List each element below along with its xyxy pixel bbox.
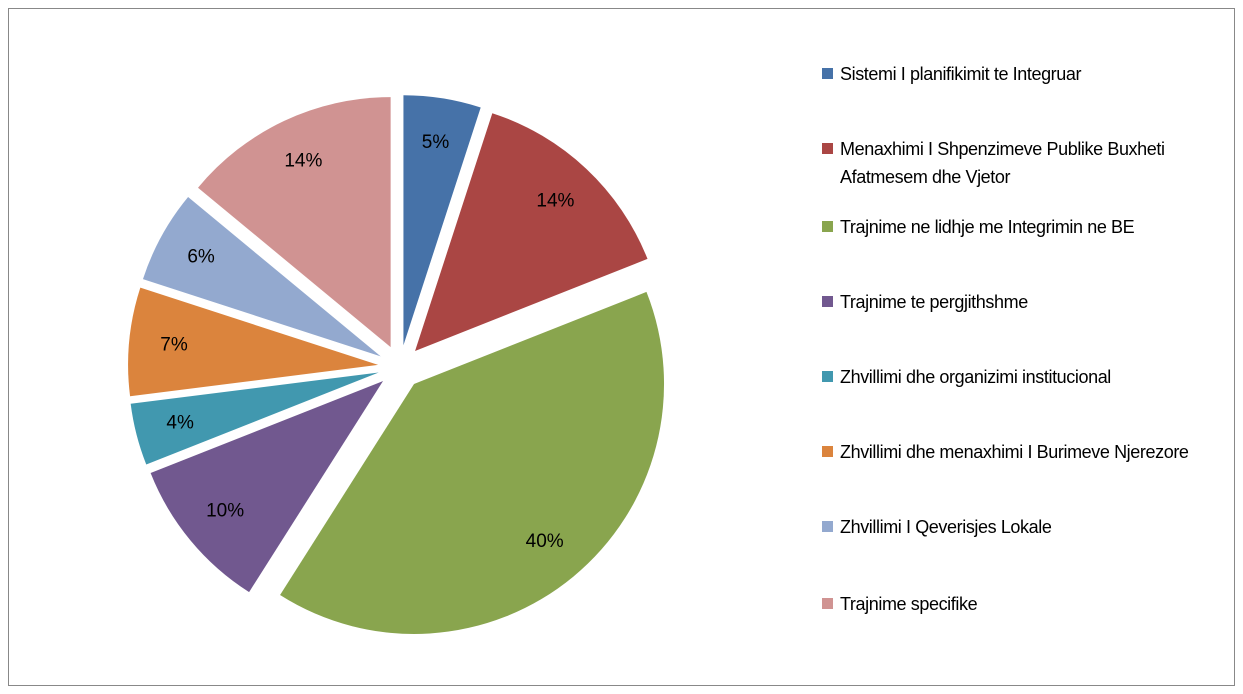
legend-label: Zhvillimi dhe organizimi institucional <box>840 367 1111 387</box>
legend-swatch <box>822 521 833 532</box>
legend-swatch <box>822 598 833 609</box>
data-label: 14% <box>536 191 574 212</box>
legend-label: Sistemi I planifikimit te Integruar <box>840 64 1082 84</box>
pie-slice <box>128 287 379 397</box>
legend-label: Menaxhimi I Shpenzimeve Publike Buxheti … <box>840 139 1165 187</box>
legend-swatch <box>822 143 833 154</box>
data-label: 4% <box>166 412 194 433</box>
legend-label: Trajnime specifike <box>840 594 978 614</box>
legend-swatch <box>822 446 833 457</box>
pie-slice <box>130 372 379 465</box>
data-label: 40% <box>526 531 564 552</box>
pie-slice <box>142 197 381 357</box>
legend-swatch <box>822 296 833 307</box>
legend-label: Trajnime ne lidhje me Integrimin ne BE <box>840 217 1135 237</box>
legend-label: Zhvillimi dhe menaxhimi I Burimeve Njere… <box>840 442 1189 462</box>
data-label: 5% <box>422 132 450 153</box>
legend-label: Zhvillimi I Qeverisjes Lokale <box>840 517 1052 537</box>
pie-slice <box>280 291 665 634</box>
legend-swatch <box>822 371 833 382</box>
data-label: 6% <box>187 247 215 268</box>
pie-slice <box>198 97 391 348</box>
data-label: 10% <box>206 501 244 522</box>
data-label: 7% <box>160 335 188 356</box>
data-label: 14% <box>284 151 322 172</box>
legend-label: Trajnime te pergjithshme <box>840 292 1028 312</box>
pie-slice <box>403 95 481 346</box>
pie-slice <box>150 381 384 593</box>
legend-swatch <box>822 221 833 232</box>
legend-swatch <box>822 68 833 79</box>
pie-slice <box>415 113 648 351</box>
